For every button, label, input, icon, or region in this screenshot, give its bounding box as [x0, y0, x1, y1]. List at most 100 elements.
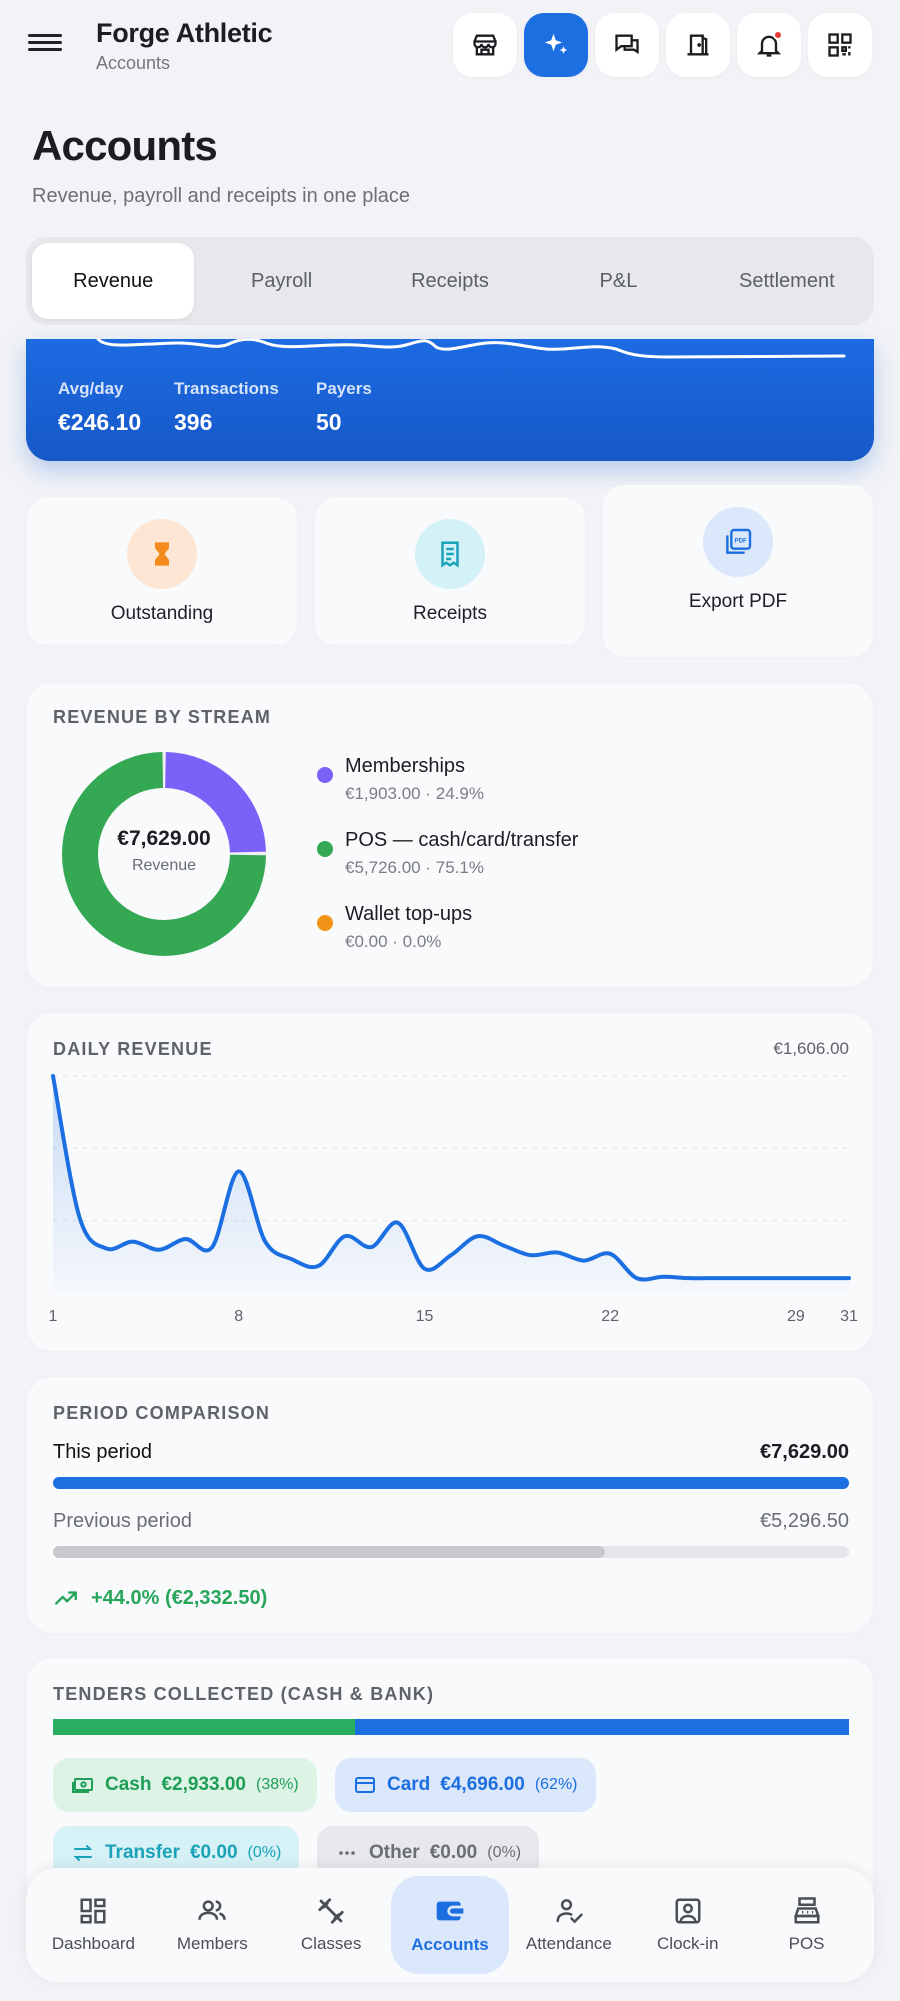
daily-revenue-chart: 1 8 15 22 29 31: [49, 1074, 858, 1325]
transfer-icon: [73, 1845, 93, 1861]
tab-settlement[interactable]: Settlement: [739, 269, 835, 292]
tenders-card-segment: [355, 1719, 849, 1735]
legend-name: Wallet top-ups: [345, 903, 473, 925]
door-button[interactable]: [666, 13, 730, 77]
nav-classes[interactable]: Classes: [272, 1876, 391, 1974]
receipts-label: Receipts: [413, 603, 487, 624]
cash-register-icon: [793, 1897, 820, 1924]
legend-name: POS — cash/card/transfer: [345, 829, 579, 851]
nav-clock-in[interactable]: Clock-in: [628, 1876, 747, 1974]
tab-payroll[interactable]: Payroll: [251, 269, 313, 292]
period-change-value: +44.0% (€2,332.50): [91, 1586, 268, 1609]
notifications-button[interactable]: [737, 13, 801, 77]
payers-label: Payers: [316, 379, 372, 398]
qr-code-button[interactable]: [808, 13, 872, 77]
cash-icon: [72, 1778, 93, 1793]
x-tick-label: 29: [787, 1308, 805, 1325]
app-name: Forge Athletic: [96, 18, 273, 48]
pdf-icon: PDF: [726, 528, 752, 554]
period-comparison-card: PERIOD COMPARISON This period €7,629.00 …: [26, 1376, 874, 1634]
cash-chip[interactable]: Cash €2,933.00 (38%): [53, 1758, 317, 1812]
page-subtitle: Revenue, payroll and receipts in one pla…: [32, 185, 411, 207]
revenue-donut: [62, 752, 266, 956]
card-chip-pct: (62%): [534, 1776, 578, 1793]
wallet-icon: [436, 1901, 464, 1921]
nav-accounts[interactable]: Accounts: [390, 1876, 510, 1974]
transactions-stat: Transactions 396: [174, 379, 279, 436]
nav-dashboard[interactable]: Dashboard: [34, 1876, 153, 1974]
export-pdf-button[interactable]: PDF Export PDF: [602, 484, 874, 658]
cash-chip-label: Cash: [105, 1774, 152, 1795]
receipts-button[interactable]: Receipts: [314, 496, 586, 646]
payers-value: 50: [316, 409, 342, 435]
revenue-by-stream-title: REVENUE BY STREAM: [53, 707, 272, 727]
app-section: Accounts: [96, 53, 171, 73]
storefront-button[interactable]: [453, 13, 517, 77]
nav-clock-in-label: Clock-in: [657, 1934, 719, 1953]
donut-center-value: €7,629.00: [117, 827, 211, 850]
top-toolbar: [453, 13, 872, 77]
tab-receipts[interactable]: Receipts: [411, 269, 489, 292]
chat-icon: [615, 34, 639, 55]
section-tabs: Revenue Payroll Receipts P&L Settlement: [26, 237, 874, 325]
dumbbell-icon: [318, 1898, 344, 1924]
transfer-chip-pct: (0%): [247, 1844, 282, 1861]
card-chip-amount: €4,696.00: [440, 1774, 525, 1795]
revenue-sparkline: [96, 339, 846, 359]
outstanding-button[interactable]: Outstanding: [26, 496, 298, 646]
tab-pnl[interactable]: P&L: [599, 269, 638, 292]
card-chip[interactable]: Card €4,696.00 (62%): [335, 1758, 596, 1812]
tenders-cash-segment: [53, 1719, 356, 1735]
avg-per-day-value: €246.10: [58, 409, 142, 435]
clock-in-icon: [675, 1898, 701, 1924]
avg-per-day-stat: Avg/day €246.10: [58, 379, 141, 436]
hourglass-icon: [155, 542, 169, 566]
messages-button[interactable]: [595, 13, 659, 77]
previous-period-bar: [53, 1546, 849, 1558]
nav-classes-label: Classes: [300, 1934, 362, 1953]
x-tick-label: 22: [601, 1308, 619, 1325]
members-icon: [198, 1900, 227, 1920]
receipt-icon: [441, 541, 459, 568]
legend-dot: [317, 841, 333, 857]
nav-members-label: Members: [176, 1934, 248, 1953]
donut-center-label: Revenue: [131, 857, 197, 874]
transfer-chip-label: Transfer: [105, 1842, 180, 1863]
bell-icon: [756, 35, 782, 57]
nav-accounts-label: Accounts: [411, 1935, 489, 1954]
legend-value: €1,903.00 · 24.9%: [345, 784, 484, 803]
x-tick-label: 31: [840, 1308, 858, 1325]
sparkle-icon: [544, 33, 568, 54]
this-period-bar-fill: [53, 1477, 849, 1489]
nav-members[interactable]: Members: [153, 1876, 272, 1974]
this-period-label: This period: [53, 1441, 152, 1463]
revenue-area: [53, 1076, 849, 1293]
cash-chip-pct: (38%): [256, 1776, 299, 1793]
this-period-value: €7,629.00: [760, 1441, 849, 1463]
daily-revenue-card: DAILY REVENUE €1,606.00 1 8 15 22 29 31: [26, 1012, 874, 1352]
revenue-by-stream-card: REVENUE BY STREAM €7,629.00 Revenue Memb…: [26, 682, 874, 988]
nav-attendance[interactable]: Attendance: [509, 1876, 628, 1974]
nav-dashboard-label: Dashboard: [51, 1934, 136, 1953]
x-tick-label: 15: [416, 1308, 434, 1325]
cash-chip-amount: €2,933.00: [161, 1774, 246, 1795]
card-icon: [355, 1777, 375, 1793]
donut-slice-1: [62, 752, 266, 956]
card-chip-label: Card: [387, 1774, 431, 1795]
more-icon: [339, 1851, 355, 1855]
other-chip-amount: €0.00: [429, 1842, 478, 1863]
transfer-chip-amount: €0.00: [189, 1842, 238, 1863]
menu-button[interactable]: [28, 30, 62, 60]
legend-value: €0.00 · 0.0%: [345, 932, 442, 951]
tab-revenue[interactable]: Revenue: [32, 243, 195, 319]
nav-attendance-label: Attendance: [525, 1934, 612, 1953]
qr-code-icon: [828, 33, 852, 57]
other-chip-pct: (0%): [487, 1844, 522, 1861]
hourglass-icon-wrap: [127, 519, 197, 589]
ai-assistant-button[interactable]: [524, 13, 588, 77]
menu-icon: [28, 34, 62, 37]
this-period-bar: [53, 1477, 849, 1489]
nav-pos[interactable]: POS: [747, 1876, 866, 1974]
pdf-icon-wrap: PDF: [703, 507, 773, 577]
svg-text:PDF: PDF: [735, 538, 748, 545]
